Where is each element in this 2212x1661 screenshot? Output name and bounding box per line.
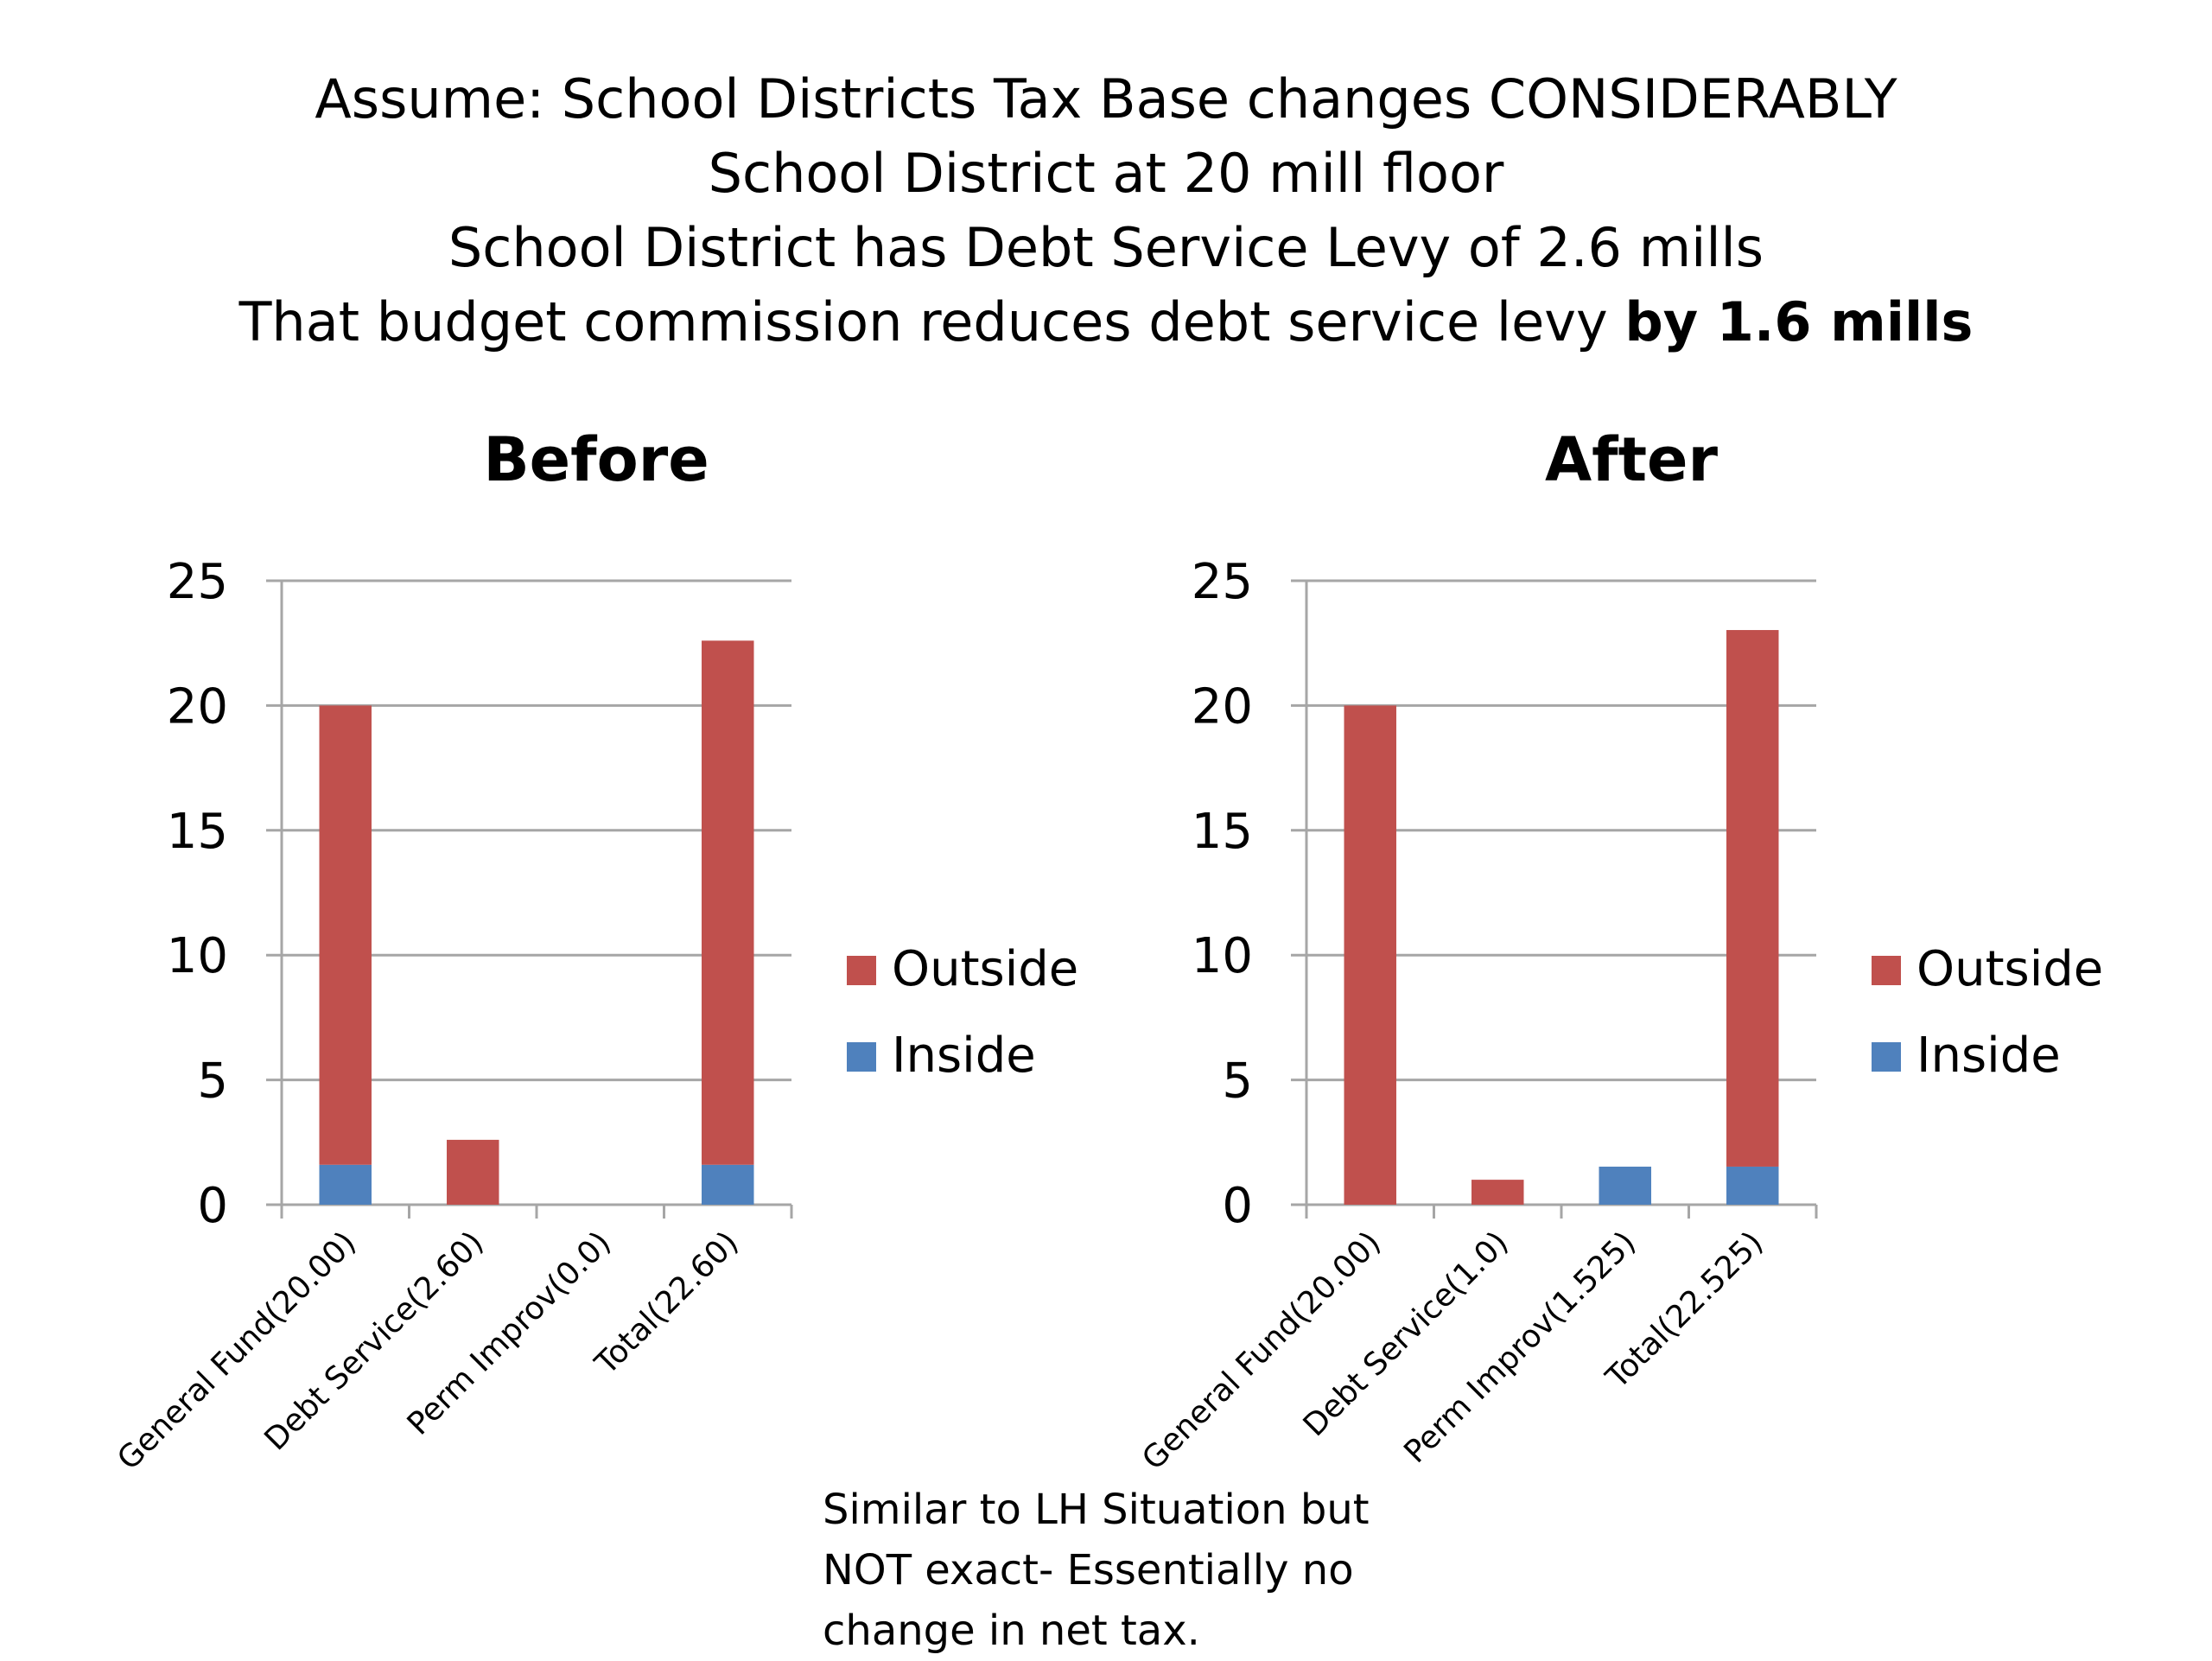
chart-1-legend-label-inside: Inside [892, 1028, 1036, 1084]
chart-1-ytick-label-15: 15 [167, 804, 228, 860]
chart-1-ytick-label-10: 10 [167, 928, 228, 984]
title-line-1: Assume: School Districts Tax Base change… [315, 67, 1897, 130]
chart-2-category-label-3: Perm Improv(1.525) [1397, 1225, 1643, 1470]
chart-2-ytick-label-15: 15 [1192, 804, 1253, 860]
chart-1-bar-inside-4 [702, 1164, 754, 1205]
chart-2-bar-inside-4 [1726, 1166, 1779, 1205]
title-line-4-bold: by 1.6 mills [1624, 290, 1974, 353]
title-line-3: School District has Debt Service Levy of… [448, 216, 1764, 279]
chart-2-ytick-label-25: 25 [1192, 554, 1253, 610]
chart-2-ytick-label-5: 5 [1222, 1053, 1253, 1110]
chart-2-bar-outside-1 [1344, 705, 1396, 1205]
chart-2-bar-outside-4 [1726, 630, 1779, 1167]
footnote-line-3: change in net tax. [823, 1607, 1200, 1655]
chart-2-legend-swatch-outside [1872, 956, 1901, 985]
chart-2-legend-label-inside: Inside [1916, 1028, 2061, 1084]
chart-1-title: Before [483, 424, 709, 495]
chart-1-category-label-1: General Fund(20.00) [111, 1225, 363, 1477]
footnote: Similar to LH Situation but NOT exact- E… [823, 1480, 1427, 1661]
title-line-2: School District at 20 mill floor [708, 142, 1504, 205]
chart-2-category-label-1: General Fund(20.00) [1135, 1225, 1388, 1477]
chart-2-bar-inside-3 [1599, 1166, 1651, 1205]
slide-title: Assume: School Districts Tax Base change… [0, 62, 2212, 360]
chart-1-ytick-label-25: 25 [167, 554, 228, 610]
chart-1-category-label-2: Debt Service(2.60) [258, 1225, 491, 1457]
chart-2-ytick-label-20: 20 [1192, 678, 1253, 735]
chart-1-legend-swatch-inside [847, 1042, 876, 1072]
chart-2-ytick-label-0: 0 [1222, 1178, 1253, 1234]
footnote-line-2: NOT exact- Essentially no [823, 1546, 1354, 1594]
chart-1-bar-outside-4 [702, 640, 754, 1165]
chart-2-title: After [1545, 424, 1719, 495]
chart-1-ytick-label-20: 20 [167, 678, 228, 735]
chart-1-legend-swatch-outside [847, 956, 876, 985]
footnote-line-1: Similar to LH Situation but [823, 1486, 1370, 1534]
chart-1-ytick-label-0: 0 [197, 1178, 228, 1234]
chart-2-bar-outside-2 [1471, 1180, 1524, 1205]
chart-2-legend-swatch-inside [1872, 1042, 1901, 1072]
chart-2-legend-label-outside: Outside [1916, 941, 2103, 997]
chart-1-legend-label-outside: Outside [892, 941, 1078, 997]
title-line-4-text: That budget commission reduces debt serv… [238, 290, 1625, 353]
chart-2-ytick-label-10: 10 [1192, 928, 1253, 984]
title-line-4: That budget commission reduces debt serv… [0, 285, 2212, 360]
chart-1-bar-outside-1 [319, 705, 372, 1165]
chart-1-bar-inside-1 [319, 1164, 372, 1205]
chart-1-bar-outside-2 [447, 1139, 499, 1205]
chart-1-ytick-label-5: 5 [197, 1053, 228, 1110]
